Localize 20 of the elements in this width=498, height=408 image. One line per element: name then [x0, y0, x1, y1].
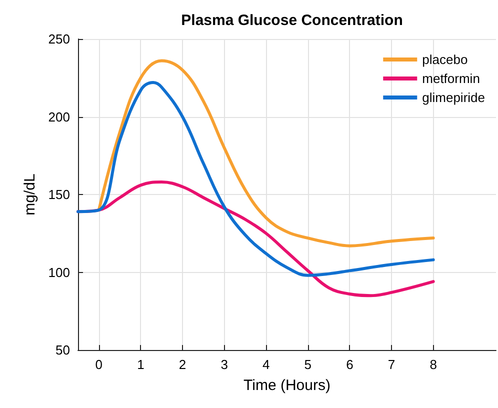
x-tick-label: 6: [346, 357, 354, 372]
y-tick-label: 50: [56, 342, 70, 358]
x-tick-label: 2: [178, 357, 186, 372]
legend-label: metformin: [422, 71, 480, 86]
x-tick-label: 5: [304, 357, 312, 372]
x-tick-label: 8: [430, 357, 437, 372]
legend-label: glimepiride: [422, 90, 486, 105]
x-tick-label: 0: [95, 357, 103, 372]
y-tick-label: 200: [48, 109, 70, 124]
y-tick-label: 150: [48, 187, 70, 202]
x-tick-label: 4: [262, 357, 270, 372]
legend-label: placebo: [422, 52, 468, 67]
y-tick-label: 100: [48, 264, 70, 280]
x-tick-label: 1: [137, 357, 144, 372]
y-tick-label: 250: [48, 32, 70, 46]
x-tick-label: 7: [388, 357, 396, 372]
x-axis-title: Time (Hours): [244, 377, 330, 394]
y-axis-title: mg/dL: [21, 174, 38, 216]
chart-title: Plasma Glucose Concentration: [181, 12, 403, 29]
x-tick-label: 3: [220, 357, 228, 372]
